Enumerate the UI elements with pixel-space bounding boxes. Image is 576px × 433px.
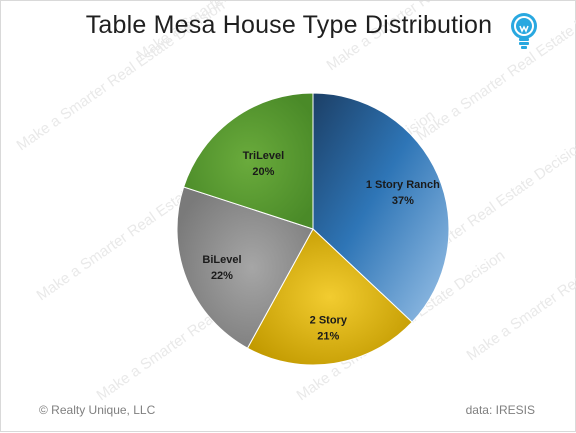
slice-label-1-story-ranch: 1 Story Ranch — [366, 179, 440, 191]
slice-label-2-story: 2 Story — [310, 315, 348, 327]
chart-title: Table Mesa House Type Distribution — [85, 11, 493, 39]
pie-slice-1-story-ranch — [312, 92, 450, 323]
slice-percent-2-story: 21% — [317, 331, 339, 343]
copyright-text: © Realty Unique, LLC — [39, 403, 156, 417]
slice-label-bilevel: BiLevel — [202, 254, 241, 266]
pie-slice-trilevel — [183, 92, 314, 230]
lightbulb-icon — [511, 13, 537, 49]
slice-percent-trilevel: 20% — [252, 166, 274, 178]
slice-percent-bilevel: 22% — [211, 270, 233, 282]
slice-label-trilevel: TriLevel — [243, 150, 285, 162]
pie-slice-bilevel — [176, 186, 314, 349]
slice-percent-1-story-ranch: 37% — [392, 195, 414, 207]
data-source-text: data: IRESIS — [465, 403, 535, 417]
pie-slice-2-story — [246, 228, 413, 366]
